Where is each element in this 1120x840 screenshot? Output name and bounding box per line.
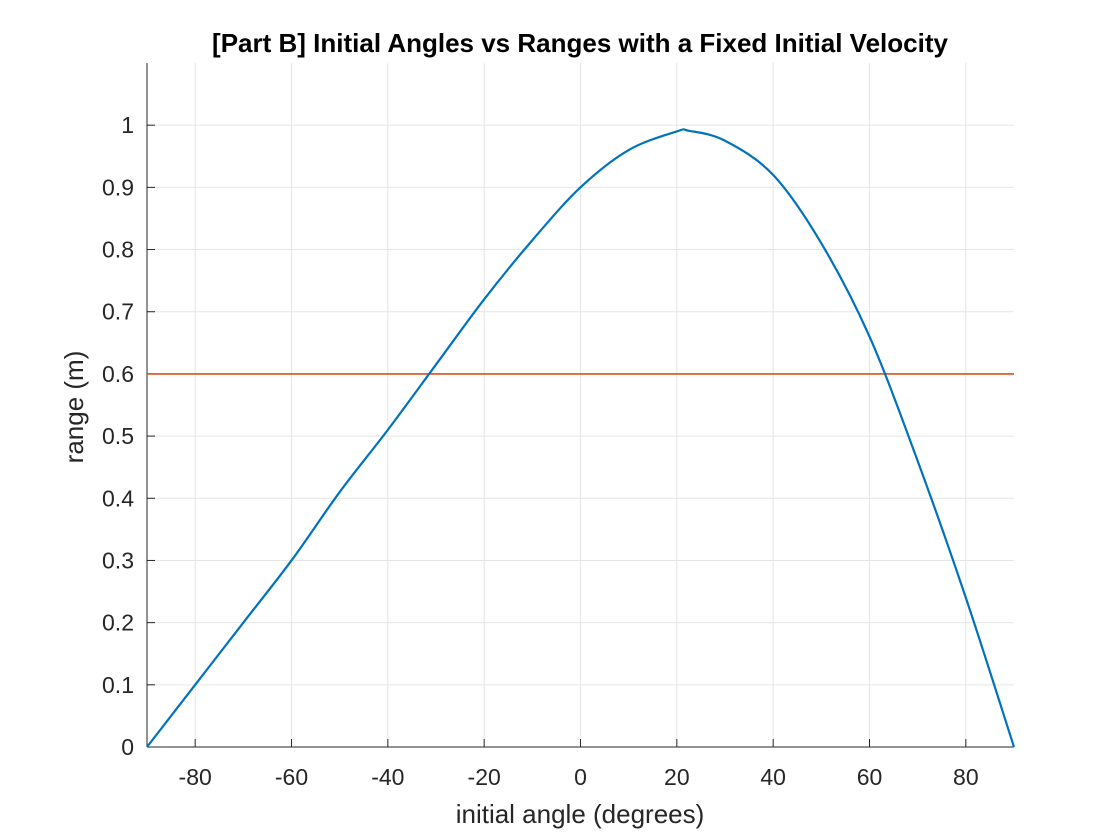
y-tick-label: 0.1	[102, 672, 134, 698]
x-tick-label: 20	[664, 764, 690, 790]
x-tick-label: 60	[857, 764, 883, 790]
y-tick-labels: 0 0.1 0.2 0.3 0.4 0.5 0.6 0.7 0.8 0.9 1	[102, 112, 134, 760]
y-tick-label: 0.9	[102, 174, 134, 200]
y-tick-label: 0.5	[102, 423, 134, 449]
y-tick-label: 0.7	[102, 299, 134, 325]
x-tick-label: -40	[371, 764, 404, 790]
x-tick-label: -20	[468, 764, 501, 790]
chart-title: [Part B] Initial Angles vs Ranges with a…	[212, 28, 948, 58]
y-tick-label: 0.3	[102, 547, 134, 573]
y-tick-label: 1	[121, 112, 134, 138]
x-tick-label: 40	[760, 764, 786, 790]
y-tick-label: 0.6	[102, 361, 134, 387]
y-axis-label: range (m)	[59, 351, 89, 464]
x-tick-label: 80	[953, 764, 979, 790]
y-tick-label: 0	[121, 734, 134, 760]
x-tick-label: -80	[179, 764, 212, 790]
x-tick-label: -60	[275, 764, 308, 790]
y-tick-label: 0.8	[102, 237, 134, 263]
y-tick-label: 0.4	[102, 485, 134, 511]
x-axis-label: initial angle (degrees)	[456, 799, 705, 829]
series-group	[146, 128, 1016, 748]
x-tick-label: 0	[574, 764, 587, 790]
range-curve-series	[146, 128, 1016, 748]
grid	[147, 63, 1014, 748]
x-tick-labels: -80 -60 -40 -20 0 20 40 60 80	[179, 764, 979, 790]
y-tick-label: 0.2	[102, 610, 134, 636]
